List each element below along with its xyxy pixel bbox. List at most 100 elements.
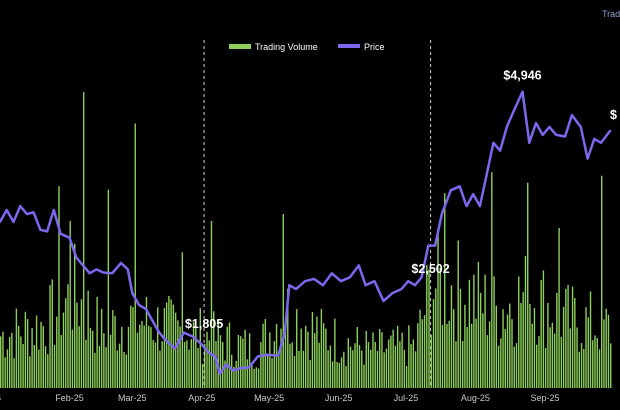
volume-bar <box>479 292 482 388</box>
price-annotation: $1,805 <box>185 317 223 331</box>
volume-bar <box>547 302 549 388</box>
volume-bar <box>271 358 273 388</box>
volume-bar <box>583 348 585 388</box>
volume-bar <box>293 356 296 388</box>
volume-bar <box>313 333 316 388</box>
volume-bar <box>215 341 217 388</box>
volume-bar <box>372 332 374 388</box>
volume-bar <box>62 312 65 388</box>
volume-bar <box>385 348 388 388</box>
volume-bar <box>105 347 107 388</box>
volume-bar <box>497 345 500 388</box>
volume-bar <box>316 316 318 388</box>
x-tick-label: Jun-25 <box>325 393 353 403</box>
volume-bar <box>363 364 365 388</box>
x-tick-label: Mar-25 <box>118 393 147 403</box>
volume-bar <box>562 306 565 388</box>
volume-bar <box>177 320 179 388</box>
volume-bar <box>94 352 96 388</box>
volume-bar <box>136 332 139 388</box>
volume-bar <box>379 329 381 388</box>
volume-bar <box>533 308 536 388</box>
volume-bar <box>446 324 448 388</box>
volume-bar <box>213 311 215 388</box>
volume-bar <box>2 331 4 388</box>
volume-bar <box>370 349 372 388</box>
volume-bar <box>336 361 338 388</box>
volume-bar <box>387 339 390 388</box>
volume-bar <box>246 359 249 388</box>
volume-bar <box>42 326 44 388</box>
volume-bar <box>356 326 358 388</box>
volume-bar <box>237 334 240 388</box>
volume-bar <box>255 367 258 388</box>
volume-bar <box>260 342 262 388</box>
volume-bar <box>367 342 370 388</box>
volume-bar <box>141 320 143 388</box>
volume-bar <box>100 308 103 388</box>
legend-label-price: Price <box>364 42 385 52</box>
volume-bar <box>47 354 49 388</box>
volume-bar <box>468 279 471 388</box>
volume-bar <box>361 350 363 388</box>
volume-bar <box>85 339 87 388</box>
volume-bar <box>257 368 260 388</box>
event-lines <box>203 40 432 388</box>
legend-swatch-price <box>338 44 360 48</box>
volume-bar <box>556 292 558 388</box>
volume-bar <box>578 351 580 388</box>
volume-bar <box>401 332 403 388</box>
volume-bar <box>596 337 598 388</box>
volume-bar <box>195 319 197 388</box>
volume-bar <box>318 342 320 388</box>
volume-bar <box>538 336 540 388</box>
volume-bar <box>587 317 589 388</box>
volume-bar <box>414 351 417 388</box>
volume-bar <box>8 337 11 388</box>
volume-bar <box>403 349 406 388</box>
volume-bar <box>208 340 210 388</box>
volume-bar <box>121 326 123 388</box>
volume-bar <box>345 366 347 388</box>
volume-bar <box>484 274 486 388</box>
volume-bar <box>343 351 345 388</box>
volume-bar <box>183 342 186 388</box>
volume-bar <box>381 332 383 388</box>
volume-bar <box>358 345 361 388</box>
volume-bar <box>107 189 110 388</box>
volume-bar <box>161 341 163 388</box>
x-tick-label: Apr-25 <box>188 393 215 403</box>
volume-bar <box>302 350 305 388</box>
volume-bar <box>112 310 114 388</box>
price-annotation: $4,946 <box>503 69 541 83</box>
volume-bar <box>22 343 24 388</box>
volume-bar <box>44 346 47 388</box>
volume-bar <box>132 307 134 388</box>
volume-bar <box>504 329 506 388</box>
volume-bar <box>417 323 419 388</box>
volume-bar <box>87 290 89 388</box>
volume-bar <box>457 240 459 388</box>
volume-bar <box>67 284 69 388</box>
volume-bar <box>154 342 157 388</box>
volume-bar <box>482 313 484 388</box>
volume-bar <box>365 331 367 388</box>
volume-bar <box>610 343 612 388</box>
volume-bar <box>78 326 80 388</box>
volume-bar <box>354 343 356 388</box>
volume-bar <box>58 186 60 388</box>
volume-bar <box>40 321 42 388</box>
volume-bar <box>253 368 255 388</box>
volume-bar <box>300 328 302 388</box>
volume-bar <box>331 361 334 388</box>
price-annotations: $1,805 $2,502 $4,946 $ <box>185 69 617 331</box>
volume-bar <box>455 341 457 388</box>
legend-label-trading-volume: Trading Volume <box>255 42 318 52</box>
volume-bar <box>251 362 253 388</box>
volume-bar <box>423 315 426 388</box>
volume-bar <box>567 284 569 388</box>
volume-bar <box>518 276 520 388</box>
volume-bar <box>127 326 130 388</box>
volume-bar <box>527 182 529 388</box>
volume-bar <box>96 296 98 388</box>
